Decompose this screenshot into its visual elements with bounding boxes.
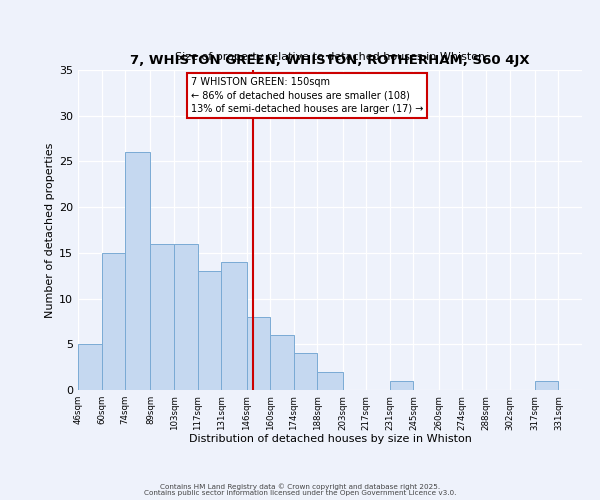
Bar	[270, 335, 294, 390]
Text: Contains public sector information licensed under the Open Government Licence v3: Contains public sector information licen…	[144, 490, 456, 496]
Bar	[535, 381, 559, 390]
Title: 7, WHISTON GREEN, WHISTON, ROTHERHAM, S60 4JX: 7, WHISTON GREEN, WHISTON, ROTHERHAM, S6…	[130, 54, 530, 68]
Bar	[294, 354, 317, 390]
Bar	[151, 244, 174, 390]
Text: 7 WHISTON GREEN: 150sqm
← 86% of detached houses are smaller (108)
13% of semi-d: 7 WHISTON GREEN: 150sqm ← 86% of detache…	[191, 78, 424, 114]
Bar	[221, 262, 247, 390]
Bar	[317, 372, 343, 390]
Bar	[390, 381, 413, 390]
Bar	[101, 253, 125, 390]
Text: Contains HM Land Registry data © Crown copyright and database right 2025.: Contains HM Land Registry data © Crown c…	[160, 484, 440, 490]
Y-axis label: Number of detached properties: Number of detached properties	[45, 142, 55, 318]
Bar	[247, 317, 270, 390]
Bar	[125, 152, 151, 390]
Text: Size of property relative to detached houses in Whiston: Size of property relative to detached ho…	[175, 52, 485, 62]
X-axis label: Distribution of detached houses by size in Whiston: Distribution of detached houses by size …	[188, 434, 472, 444]
Bar	[197, 271, 221, 390]
Bar	[78, 344, 101, 390]
Bar	[174, 244, 197, 390]
